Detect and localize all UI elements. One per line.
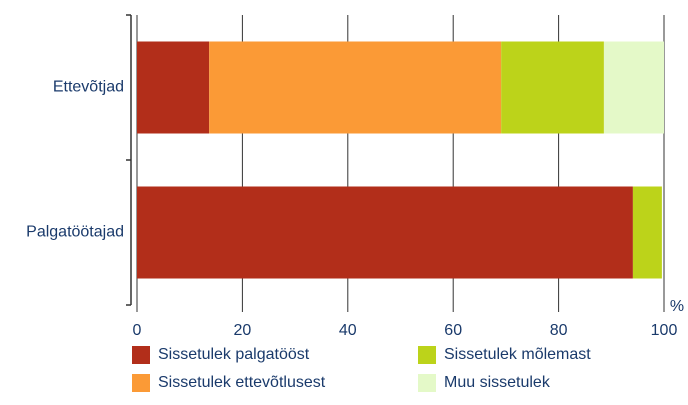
legend-label: Sissetulek ettevõtlusest [158, 374, 326, 391]
legend-label: Sissetulek palgatööst [158, 346, 310, 363]
bar-segment [603, 41, 664, 134]
bar-segment [632, 186, 662, 279]
x-axis-label: % [670, 298, 684, 315]
y-tick-label: Ettevõtjad [53, 79, 124, 96]
legend-swatch [132, 374, 150, 392]
x-tick-label: 80 [550, 322, 568, 339]
legend-swatch [418, 374, 436, 392]
x-tick-label: 0 [133, 322, 142, 339]
x-tick-label: 100 [651, 322, 678, 339]
x-tick-label: 40 [339, 322, 357, 339]
legend-swatch [418, 346, 436, 364]
legend-label: Muu sissetulek [444, 374, 551, 391]
legend-label: Sissetulek mõlemast [444, 346, 591, 363]
y-tick-label: Palgatöötajad [26, 224, 124, 241]
x-tick-label: 60 [444, 322, 462, 339]
legend-swatch [132, 346, 150, 364]
x-tick-label: 20 [234, 322, 252, 339]
bar-segment [137, 186, 633, 279]
bar-segment [501, 41, 604, 134]
bar-segment [209, 41, 502, 134]
bar-segment [137, 41, 210, 134]
